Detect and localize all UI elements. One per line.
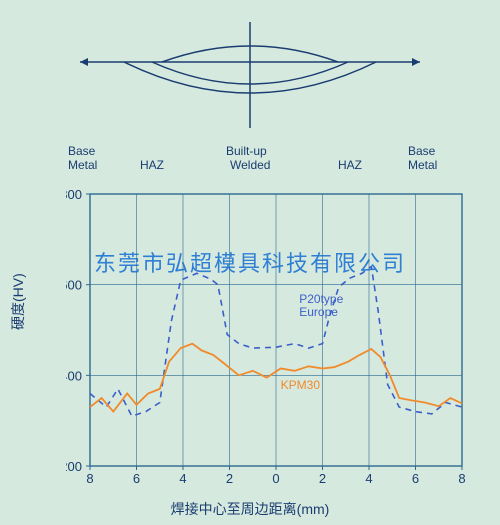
y-axis-label: 硬度(HV) <box>8 273 28 330</box>
hardness-chart: 200 400 600 800 8 6 4 2 0 2 4 6 8 P20typeEurope KPM30 <box>66 190 478 493</box>
page: Base Metal HAZ Built-up Welded HAZ Base … <box>0 0 500 525</box>
region-labels: Base Metal HAZ Built-up Welded HAZ Base … <box>74 144 479 182</box>
label-base-left-2: Metal <box>68 158 97 172</box>
svg-text:4: 4 <box>365 471 372 486</box>
svg-text:6: 6 <box>412 471 419 486</box>
svg-text:P20type: P20type <box>299 292 343 306</box>
label-base-left-1: Base <box>68 144 95 158</box>
svg-text:2: 2 <box>319 471 326 486</box>
label-built-2: Welded <box>230 158 270 172</box>
svg-text:2: 2 <box>226 471 233 486</box>
label-haz-left: HAZ <box>140 158 164 172</box>
svg-text:KPM30: KPM30 <box>281 378 321 392</box>
svg-text:8: 8 <box>458 471 465 486</box>
label-base-right-2: Metal <box>408 158 437 172</box>
svg-text:6: 6 <box>133 471 140 486</box>
label-base-right-1: Base <box>408 144 435 158</box>
x-axis-label: 焊接中心至周边距离(mm) <box>0 499 500 519</box>
label-haz-right: HAZ <box>338 158 362 172</box>
svg-text:Europe: Europe <box>299 305 338 319</box>
svg-text:600: 600 <box>66 278 82 293</box>
svg-text:200: 200 <box>66 459 82 474</box>
svg-text:0: 0 <box>272 471 279 486</box>
svg-text:4: 4 <box>179 471 186 486</box>
svg-text:400: 400 <box>66 368 82 383</box>
label-built-1: Built-up <box>226 144 267 158</box>
weld-cross-section-diagram <box>74 18 426 128</box>
svg-text:8: 8 <box>86 471 93 486</box>
svg-text:800: 800 <box>66 190 82 202</box>
